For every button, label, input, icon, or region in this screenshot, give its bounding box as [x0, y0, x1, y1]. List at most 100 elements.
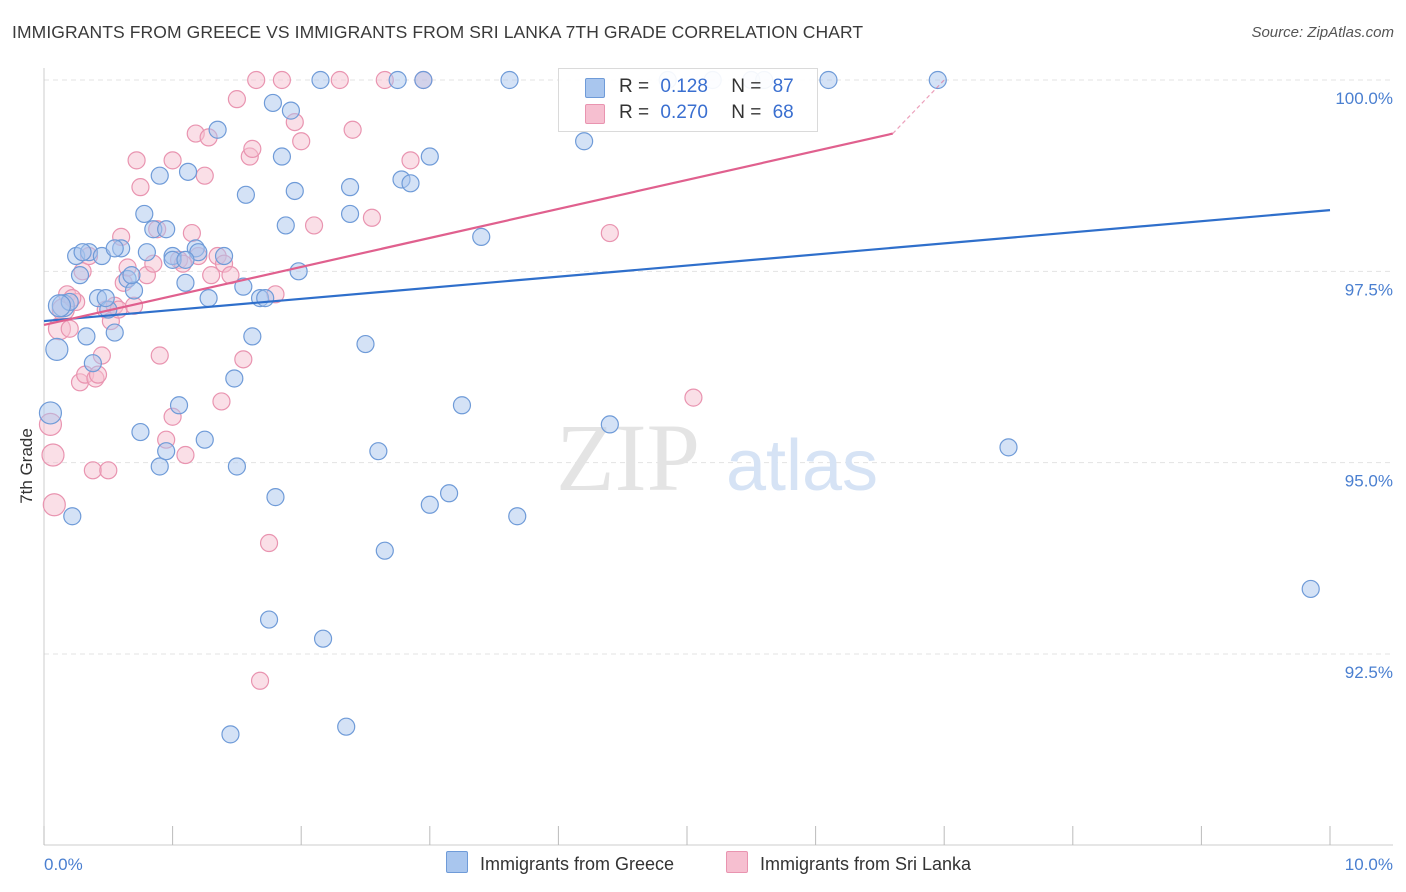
point-greece-1: [45, 337, 69, 361]
point-greece-35: [227, 457, 246, 476]
point-srilanka-37: [182, 223, 201, 243]
point-greece-72: [819, 70, 838, 90]
x-tick-labels: 0.0% 10.0%: [44, 855, 1393, 874]
point-greece-78: [105, 239, 124, 258]
point-greece-45: [276, 216, 295, 235]
y-tick-labels: 92.5% 95.0% 97.5% 100.0%: [1335, 89, 1393, 682]
point-greece-30: [199, 289, 218, 308]
x-tick-label-max: 10.0%: [1345, 855, 1393, 874]
point-greece-36: [234, 277, 253, 296]
bottom-legend-srilanka: Immigrants from Sri Lanka: [726, 851, 971, 875]
bottom-legend-label-srilanka: Immigrants from Sri Lanka: [760, 854, 972, 874]
legend: R = 0.128 N = 87 R = 0.270 N = 68: [558, 68, 818, 132]
point-srilanka-59: [330, 70, 349, 90]
point-greece-44: [272, 147, 292, 166]
point-greece-37: [236, 185, 256, 204]
point-greece-63: [439, 484, 459, 503]
point-srilanka-48: [234, 350, 253, 369]
series-srilanka-points: [38, 70, 703, 690]
point-greece-82: [73, 243, 92, 262]
point-greece-47: [285, 181, 304, 201]
point-greece-81: [157, 220, 176, 239]
x-tick-label-min: 0.0%: [44, 855, 83, 874]
point-greece-52: [340, 204, 360, 224]
trend-line-greece: [43, 209, 1331, 323]
point-greece-50: [313, 629, 333, 648]
series-greece-points: [38, 70, 1320, 744]
legend-swatch-greece: [585, 78, 605, 98]
point-srilanka-65: [600, 223, 619, 243]
point-greece-86: [96, 289, 115, 308]
point-greece-66: [500, 70, 519, 90]
point-srilanka-44: [212, 392, 231, 411]
point-greece-40: [256, 289, 275, 308]
point-srilanka-51: [247, 70, 266, 90]
trend-line-srilanka: [43, 132, 894, 326]
point-srilanka-61: [362, 208, 382, 227]
point-greece-23: [157, 442, 176, 461]
point-srilanka-57: [292, 132, 311, 151]
bottom-legend-swatch-greece: [446, 851, 468, 873]
point-greece-68: [575, 132, 594, 151]
legend-r-label: R =: [619, 102, 650, 123]
point-greece-32: [214, 246, 234, 266]
point-srilanka-60: [343, 120, 362, 139]
point-greece-69: [600, 415, 619, 434]
point-srilanka-42: [202, 266, 221, 285]
point-greece-55: [369, 442, 388, 461]
point-greece-29: [195, 430, 214, 449]
point-srilanka-53: [259, 533, 279, 553]
point-srilanka-32: [163, 151, 182, 170]
trend-lines: [43, 79, 1331, 326]
point-greece-73: [928, 70, 947, 90]
point-greece-19: [137, 243, 156, 262]
point-greece-62: [420, 495, 439, 514]
point-greece-31: [208, 120, 227, 139]
watermark-atlas: atlas: [726, 426, 878, 506]
point-srilanka-52: [250, 671, 270, 690]
point-srilanka-1: [41, 443, 65, 467]
point-greece-56: [375, 541, 394, 560]
axes: [43, 68, 1393, 846]
source-label: Source: ZipAtlas.com: [1251, 24, 1394, 41]
point-greece-67: [508, 507, 527, 526]
point-greece-22: [150, 166, 169, 185]
point-greece-74: [999, 438, 1018, 457]
point-greece-34: [225, 369, 244, 388]
legend-n-value-greece: 87: [772, 76, 794, 97]
point-greece-38: [243, 327, 262, 346]
point-greece-43: [266, 488, 285, 507]
point-greece-80: [122, 266, 141, 285]
legend-swatch-srilanka: [585, 104, 605, 124]
y-axis-label: 7th Grade: [17, 428, 36, 504]
point-srilanka-2: [42, 493, 66, 517]
point-greece-27: [178, 162, 198, 181]
point-greece-26: [176, 273, 195, 292]
point-greece-77: [47, 294, 72, 318]
point-srilanka-66: [684, 388, 703, 407]
bottom-legend-label-greece: Immigrants from Greece: [480, 854, 675, 874]
y-tick-label-0: 92.5%: [1345, 663, 1393, 682]
point-greece-4: [63, 507, 82, 526]
point-srilanka-6: [60, 319, 79, 338]
legend-n-label: N =: [731, 102, 762, 123]
legend-n-label: N =: [731, 76, 762, 97]
legend-r-label: R =: [619, 76, 650, 97]
point-srilanka-50: [243, 139, 262, 158]
point-srilanka-63: [401, 151, 420, 170]
point-srilanka-55: [272, 70, 292, 90]
point-greece-75: [1301, 579, 1320, 599]
point-greece-25: [169, 396, 189, 415]
point-greece-51: [337, 717, 356, 736]
point-srilanka-12: [83, 461, 102, 480]
point-srilanka-36: [176, 445, 195, 465]
bottom-legend-greece: Immigrants from Greece: [446, 851, 674, 875]
legend-r-value-greece: 0.128: [660, 76, 708, 97]
point-greece-49: [311, 70, 330, 90]
y-tick-label-3: 100.0%: [1335, 89, 1393, 108]
point-srilanka-30: [150, 346, 169, 365]
y-tick-label-1: 95.0%: [1345, 472, 1393, 491]
point-greece-16: [124, 281, 144, 300]
point-srilanka-47: [227, 90, 246, 109]
